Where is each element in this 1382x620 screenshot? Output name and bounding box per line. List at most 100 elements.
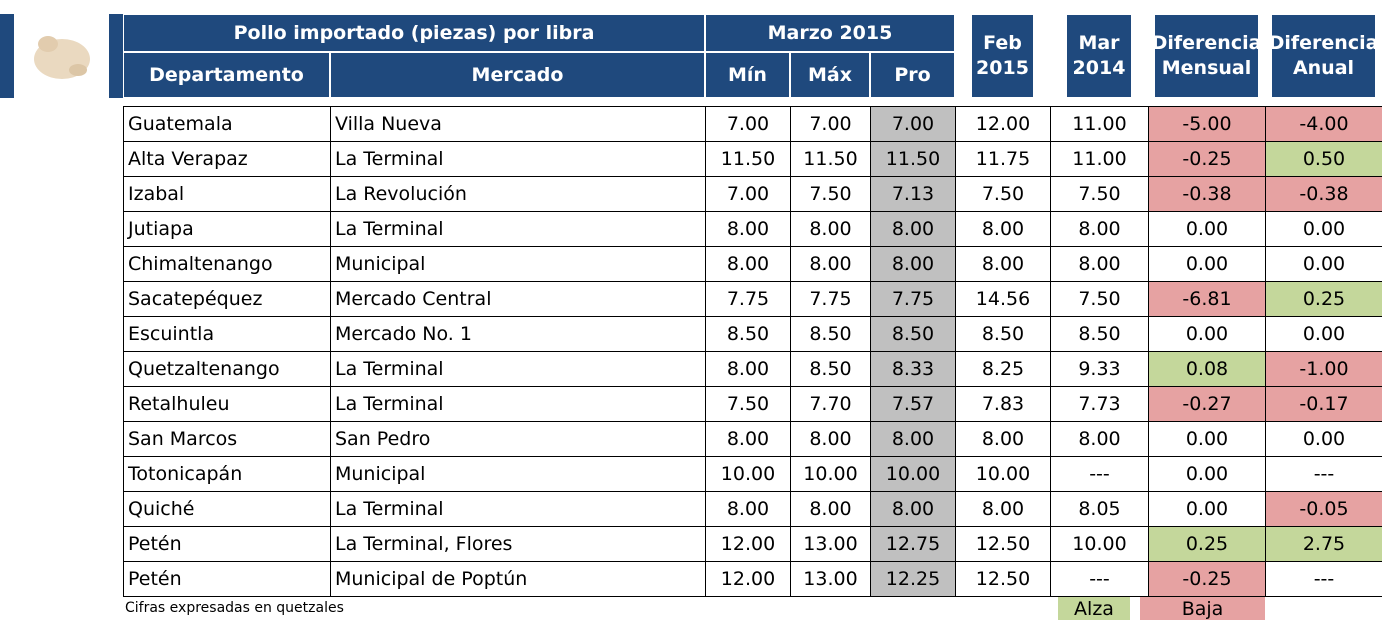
table-cell: 8.00: [790, 211, 871, 247]
table-cell: 7.00: [705, 106, 791, 142]
table-cell: Jutiapa: [123, 211, 331, 247]
table-cell: Quiché: [123, 491, 331, 527]
column-header: Diferencia Mensual: [1154, 14, 1259, 98]
table-cell: 8.00: [870, 421, 956, 457]
table-cell: 8.00: [790, 421, 871, 457]
column-header: Pro: [870, 52, 955, 98]
table-cell: 8.00: [705, 246, 791, 282]
table-cell: Chimaltenango: [123, 246, 331, 282]
table-cell: 8.00: [955, 246, 1051, 282]
table-cell: -0.17: [1265, 386, 1382, 422]
table-cell: 10.00: [1050, 526, 1149, 562]
table-cell: 14.56: [955, 281, 1051, 317]
table-cell: La Revolución: [330, 176, 706, 212]
table-cell: -5.00: [1148, 106, 1266, 142]
table-cell: 8.00: [870, 246, 956, 282]
table-cell: ---: [1050, 561, 1149, 597]
table-cell: -0.38: [1148, 176, 1266, 212]
table-cell: 7.50: [955, 176, 1051, 212]
table-title: Pollo importado (piezas) por libra: [123, 14, 705, 52]
table-cell: 7.83: [955, 386, 1051, 422]
table-cell: La Terminal: [330, 491, 706, 527]
table-cell: -0.27: [1148, 386, 1266, 422]
table-cell: 11.00: [1050, 106, 1149, 142]
table-cell: 8.00: [705, 351, 791, 387]
table-cell: 7.75: [790, 281, 871, 317]
table-cell: 0.25: [1148, 526, 1266, 562]
table-cell: 10.00: [870, 456, 956, 492]
page: Pollo importado (piezas) por libraMarzo …: [0, 0, 1382, 620]
table-cell: 12.00: [705, 561, 791, 597]
table-cell: 0.00: [1265, 246, 1382, 282]
table-cell: Quetzaltenango: [123, 351, 331, 387]
table-cell: 0.00: [1148, 491, 1266, 527]
table-cell: 11.00: [1050, 141, 1149, 177]
table-cell: 8.00: [790, 491, 871, 527]
table-cell: 9.33: [1050, 351, 1149, 387]
table-cell: Municipal de Poptún: [330, 561, 706, 597]
table-cell: 0.00: [1148, 316, 1266, 352]
table-cell: Escuintla: [123, 316, 331, 352]
table-cell: 7.13: [870, 176, 956, 212]
table-cell: Sacatepéquez: [123, 281, 331, 317]
table-cell: La Terminal: [330, 351, 706, 387]
table-cell: 8.00: [955, 421, 1051, 457]
table-cell: Petén: [123, 526, 331, 562]
table-cell: 0.25: [1265, 281, 1382, 317]
table-cell: 12.00: [705, 526, 791, 562]
table-cell: 0.50: [1265, 141, 1382, 177]
table-cell: 8.00: [705, 211, 791, 247]
chicken-icon: [14, 14, 109, 98]
table-cell: 8.00: [1050, 246, 1149, 282]
table-cell: Villa Nueva: [330, 106, 706, 142]
table-cell: 7.70: [790, 386, 871, 422]
period-header: Marzo 2015: [705, 14, 955, 52]
table-cell: La Terminal: [330, 141, 706, 177]
table-cell: 7.50: [1050, 281, 1149, 317]
table-cell: 7.50: [1050, 176, 1149, 212]
table-cell: 7.00: [870, 106, 956, 142]
table-cell: 12.00: [955, 106, 1051, 142]
table-cell: 12.25: [870, 561, 956, 597]
table-cell: -6.81: [1148, 281, 1266, 317]
table-cell: -4.00: [1265, 106, 1382, 142]
table-cell: 8.50: [1050, 316, 1149, 352]
table-cell: Izabal: [123, 176, 331, 212]
table-cell: 8.00: [870, 491, 956, 527]
table-cell: Alta Verapaz: [123, 141, 331, 177]
table-cell: 0.00: [1265, 211, 1382, 247]
table-cell: 0.00: [1148, 456, 1266, 492]
table-cell: 8.00: [870, 211, 956, 247]
table-cell: 2.75: [1265, 526, 1382, 562]
table-cell: 8.05: [1050, 491, 1149, 527]
table-cell: 8.50: [870, 316, 956, 352]
table-cell: 7.75: [870, 281, 956, 317]
table-cell: -0.25: [1148, 141, 1266, 177]
table-cell: ---: [1265, 561, 1382, 597]
table-cell: ---: [1265, 456, 1382, 492]
table-cell: 0.08: [1148, 351, 1266, 387]
table-cell: 11.50: [705, 141, 791, 177]
table-cell: 8.00: [790, 246, 871, 282]
table-cell: Municipal: [330, 456, 706, 492]
table-cell: Municipal: [330, 246, 706, 282]
table-cell: 10.00: [705, 456, 791, 492]
table-cell: 8.50: [955, 316, 1051, 352]
table-cell: San Pedro: [330, 421, 706, 457]
column-header: Máx: [790, 52, 870, 98]
table-cell: 8.00: [705, 491, 791, 527]
table-cell: Mercado Central: [330, 281, 706, 317]
column-header: Diferencia Anual: [1271, 14, 1376, 98]
legend-item: Alza: [1058, 597, 1130, 620]
table-cell: 0.00: [1265, 421, 1382, 457]
table-cell: 7.75: [705, 281, 791, 317]
table-cell: -0.05: [1265, 491, 1382, 527]
column-header: Departamento: [123, 52, 330, 98]
table-cell: 8.00: [1050, 421, 1149, 457]
table-cell: 7.00: [705, 176, 791, 212]
table-cell: 0.00: [1148, 211, 1266, 247]
table-cell: 13.00: [790, 526, 871, 562]
column-header: Mercado: [330, 52, 705, 98]
table-cell: ---: [1050, 456, 1149, 492]
table-cell: 12.50: [955, 561, 1051, 597]
